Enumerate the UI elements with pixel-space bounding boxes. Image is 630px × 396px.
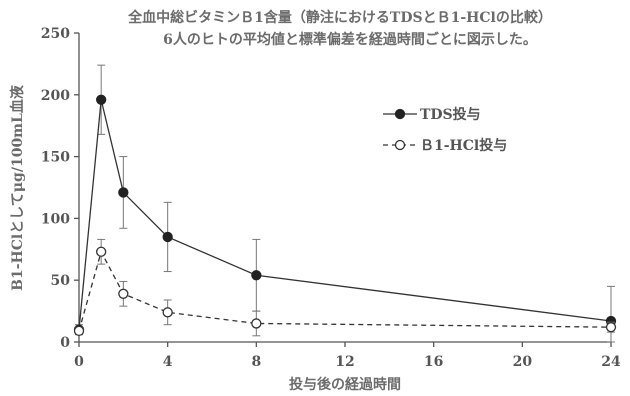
x-tick-label: 16 xyxy=(424,354,443,370)
legend-b1hcl-marker xyxy=(394,139,406,151)
x-axis-ticks: 0 4 8 12 16 20 24 xyxy=(74,342,621,370)
y-tick-label: 250 xyxy=(41,26,70,42)
data-point xyxy=(96,94,107,105)
data-point xyxy=(605,322,617,333)
legend-b1hcl-label: Ｂ1-HCl投与 xyxy=(420,138,507,154)
x-axis-label: 投与後の経過時間 xyxy=(289,376,401,393)
series-layer xyxy=(73,64,617,343)
chart-title: 全血中総ビタミンＢ1含量（静注におけるTDSとＢ1-HClの比較） xyxy=(127,9,552,26)
series-line xyxy=(78,250,612,332)
series-line xyxy=(78,99,612,330)
data-point xyxy=(251,270,262,281)
legend-tds-label: TDS投与 xyxy=(420,107,481,123)
y-axis-label: B1-HClとしてμg/100mL血液 xyxy=(9,84,26,291)
x-tick-label: 4 xyxy=(163,354,173,370)
series-1 xyxy=(73,238,617,337)
y-tick-label: 200 xyxy=(41,88,70,104)
data-point xyxy=(162,231,173,243)
legend-item-b1hcl: Ｂ1-HCl投与 xyxy=(383,138,507,154)
data-point xyxy=(162,307,173,318)
y-tick-label: 0 xyxy=(60,335,70,351)
data-point xyxy=(96,246,107,257)
data-point xyxy=(73,325,85,337)
legend: TDS投与 Ｂ1-HCl投与 xyxy=(383,107,507,154)
error-bar xyxy=(607,285,615,343)
y-tick-label: 100 xyxy=(41,211,70,227)
x-tick-label: 8 xyxy=(251,354,261,370)
x-tick-label: 12 xyxy=(335,354,354,370)
data-point xyxy=(251,318,262,329)
data-point xyxy=(118,187,129,198)
y-tick-label: 50 xyxy=(51,273,71,289)
legend-tds-marker xyxy=(394,108,406,120)
x-tick-label: 0 xyxy=(74,354,84,370)
y-tick-label: 150 xyxy=(41,150,70,166)
data-point xyxy=(118,288,129,299)
x-tick-label: 20 xyxy=(513,354,533,370)
chart-subtitle: 6人のヒトの平均値と標準偏差を経過時間ごとに図示した。 xyxy=(163,31,537,48)
y-axis-ticks: 0 50 100 150 200 250 xyxy=(41,26,79,351)
series-0 xyxy=(73,64,617,343)
legend-item-tds: TDS投与 xyxy=(383,107,481,123)
x-tick-label: 24 xyxy=(601,354,621,370)
